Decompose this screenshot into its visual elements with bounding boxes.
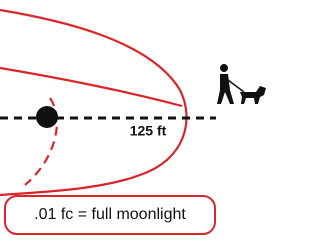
distance-label: 125 ft xyxy=(130,123,167,139)
light-boundary xyxy=(0,10,187,195)
inner-boundary xyxy=(0,68,182,106)
diagram: 125 ft .01 fc = full moonlight xyxy=(0,0,269,244)
caption: .01 fc = full moonlight xyxy=(34,206,186,223)
walker-icon xyxy=(217,64,244,104)
dog-icon xyxy=(240,86,266,104)
light-source xyxy=(36,106,58,128)
